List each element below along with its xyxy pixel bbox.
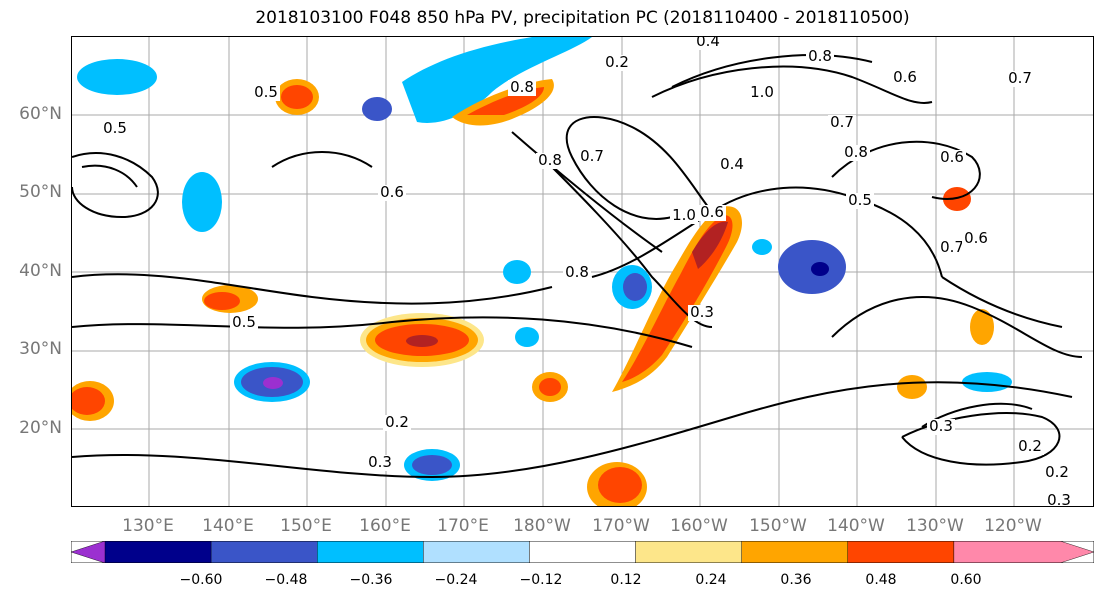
contour-label: 0.7	[830, 113, 854, 131]
contour-label: 0.7	[580, 147, 604, 165]
contour-label: 1.0	[750, 83, 774, 101]
contour-label: 0.5	[848, 191, 872, 209]
colorbar	[70, 540, 1095, 564]
contour-label: 0.2	[1045, 463, 1069, 481]
contour-label: 0.3	[1047, 491, 1071, 507]
colorbar-swatch	[104, 540, 212, 564]
lon-label-160e: 160°E	[359, 516, 411, 536]
contour-label: 0.5	[103, 119, 127, 137]
lon-label-170w: 170°W	[592, 516, 650, 536]
precip-shading	[72, 37, 1012, 506]
contour-label: 0.8	[844, 143, 868, 161]
lon-label-140w: 140°W	[827, 516, 885, 536]
contour-label: 0.8	[538, 151, 562, 169]
contour-label: 0.6	[700, 203, 724, 221]
map-title: 2018103100 F048 850 hPa PV, precipitatio…	[255, 8, 910, 28]
lon-label-150w: 150°W	[749, 516, 807, 536]
colorbar-tick-label: 0.24	[695, 572, 727, 588]
lat-label-40: 40°N	[19, 261, 62, 281]
lon-label-130w: 130°W	[906, 516, 964, 536]
contour-label: 0.6	[940, 148, 964, 166]
colorbar-tick-label: −0.60	[179, 572, 223, 588]
colorbar-swatch	[953, 540, 1095, 564]
lon-label-160w: 160°W	[670, 516, 728, 536]
lat-label-30: 30°N	[19, 339, 62, 359]
colorbar-tick-label: −0.12	[519, 572, 563, 588]
contour-label: 0.6	[380, 183, 404, 201]
map-plot: 0.50.40.80.6 0.71.00.80.5 0.70.80.50.70.61…	[72, 37, 1093, 507]
colorbar-svg	[70, 540, 1095, 564]
colorbar-tick-label: 0.60	[950, 572, 982, 588]
colorbar-swatch	[847, 540, 955, 564]
lon-label-130e: 130°E	[122, 516, 174, 536]
colorbar-tick-label: −0.48	[264, 572, 308, 588]
lat-label-20: 20°N	[19, 418, 62, 438]
contour-label: 0.5	[232, 313, 256, 331]
lon-label-140e: 140°E	[202, 516, 254, 536]
colorbar-swatch	[210, 540, 318, 564]
colorbar-swatch	[317, 540, 424, 564]
contour-label: 0.3	[690, 303, 714, 321]
colorbar-tick-label: −0.24	[434, 572, 478, 588]
colorbar-tick-label: −0.36	[349, 572, 393, 588]
lat-label-50: 50°N	[19, 182, 62, 202]
lon-label-120w: 120°W	[984, 516, 1042, 536]
contour-label: 0.4	[696, 37, 720, 50]
contour-label: 0.7	[1008, 69, 1032, 87]
lon-label-170e: 170°E	[437, 516, 489, 536]
contour-label: 0.8	[510, 78, 534, 96]
contour-label: 1.0	[672, 206, 696, 224]
contour-label: 0.8	[565, 263, 589, 281]
lat-label-60: 60°N	[19, 104, 62, 124]
colorbar-swatch	[741, 540, 848, 564]
contour-label: 0.4	[720, 155, 744, 173]
colorbar-swatch	[635, 540, 742, 564]
colorbar-tick-label: 0.36	[780, 572, 812, 588]
contour-label: 0.3	[368, 453, 392, 471]
contour-label: 0.8	[808, 47, 832, 65]
colorbar-swatch	[529, 540, 636, 564]
contour-label: 0.6	[893, 68, 917, 86]
contour-label: 0.7	[940, 238, 964, 256]
lon-label-180w: 180°W	[513, 516, 571, 536]
colorbar-tick-label: 0.12	[610, 572, 642, 588]
lon-label-150e: 150°E	[280, 516, 332, 536]
contour-label: 0.2	[1018, 437, 1042, 455]
contour-label: 0.2	[605, 53, 629, 71]
contour-label: 0.3	[929, 417, 953, 435]
contour-label: 0.6	[964, 229, 988, 247]
contour-label: 0.5	[254, 83, 278, 101]
contour-label: 0.2	[385, 413, 409, 431]
colorbar-tick-label: 0.48	[865, 572, 897, 588]
map-panel: 0.5 0.4 0.8 0.6 0.7 1.0 0.8 0.5 0.7 0.8 0.5 0.7 0.6 1…	[71, 36, 1094, 507]
colorbar-swatch	[423, 540, 530, 564]
